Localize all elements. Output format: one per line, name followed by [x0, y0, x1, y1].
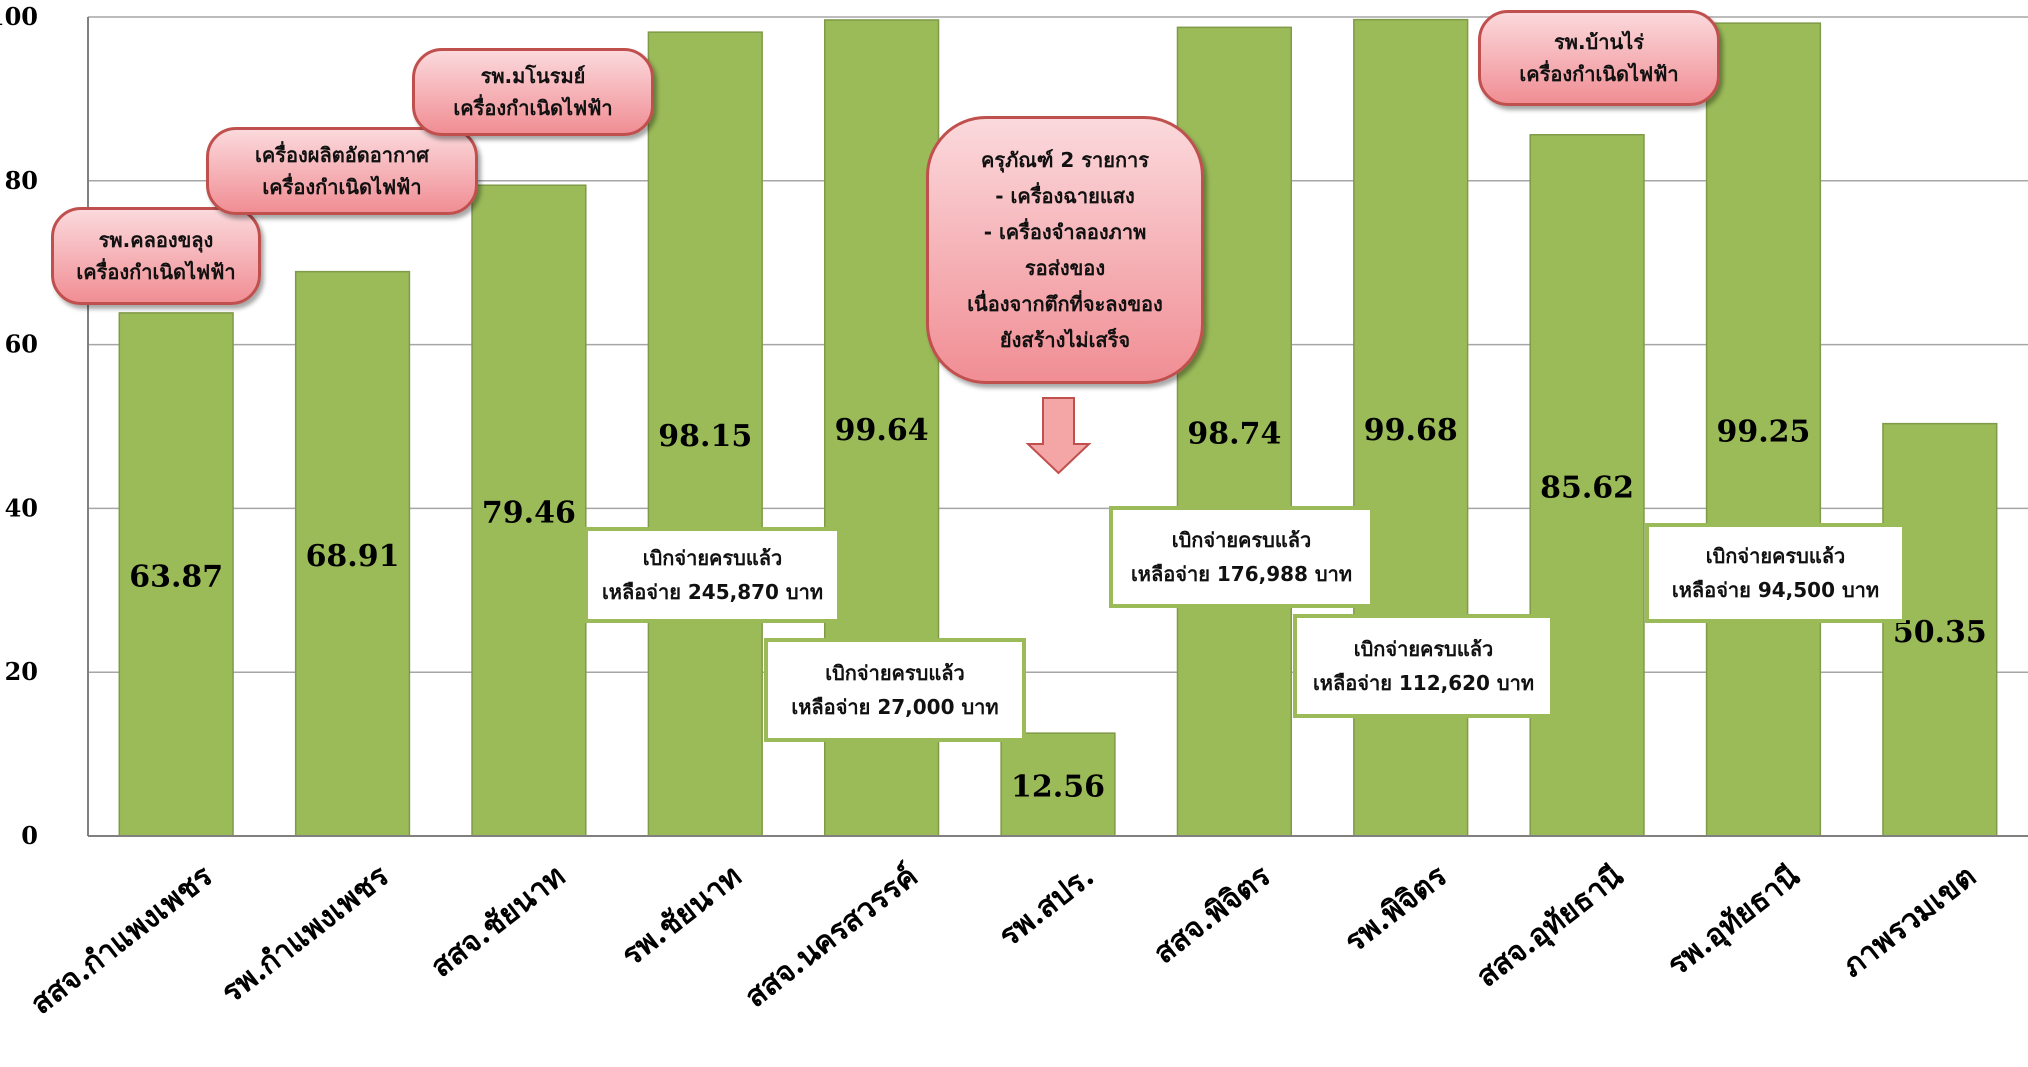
y-tick-label: 80: [5, 166, 38, 195]
y-axis-ticks: 0 20 40 60 80 100: [0, 2, 38, 850]
bar-value-label: 63.87: [129, 559, 223, 594]
bar-value-label: 99.68: [1364, 413, 1458, 448]
bar: [1000, 732, 1116, 837]
category-label: สสจ.นครสวรรค์: [738, 859, 924, 1015]
callout-kamphaeng-hospital: เครื่องผลิตอัดอากาศ เครื่องกำเนิดไฟฟ้า: [206, 127, 478, 215]
callout-manorom: รพ.มโนรมย์ เครื่องกำเนิดไฟฟ้า: [412, 48, 654, 136]
bar-value-label: 85.62: [1540, 470, 1634, 505]
y-tick-label: 20: [5, 657, 38, 686]
note-line1: เบิกจ่ายครบแล้ว: [825, 661, 965, 685]
bar: [118, 312, 234, 837]
bar-value-label: 50.35: [1893, 615, 1987, 650]
note-line1: เบิกจ่ายครบแล้ว: [1705, 544, 1846, 568]
note-line1: เบิกจ่ายครบแล้ว: [1171, 528, 1312, 552]
down-arrow: [1025, 397, 1092, 475]
category-label: รพ.ชัยนาท: [615, 859, 748, 974]
category-label: สสจ.กำแพงเพชร: [24, 859, 219, 1022]
category-label: รพ.พิจิตร: [1338, 859, 1454, 960]
bar: [471, 184, 587, 837]
callout-ban-rai: รพ.บ้านไร่ เครื่องกำเนิดไฟฟ้า: [1478, 10, 1720, 106]
note-phichit-ppho: เบิกจ่ายครบแล้ว เหลือจ่าย 176,988 บาท: [1109, 506, 1374, 608]
bar-value-label: 99.25: [1716, 415, 1810, 450]
bar-value-label: 98.74: [1187, 417, 1281, 452]
note-line2: เหลือจ่าย 245,870 บาท: [601, 580, 824, 604]
category-label: สสจ.อุทัยธานี: [1470, 858, 1631, 995]
note-line2: เหลือจ่าย 27,000 บาท: [791, 695, 999, 719]
bar-value-label: 79.46: [482, 496, 576, 531]
y-tick-label: 60: [5, 330, 38, 359]
y-tick-label: 0: [21, 821, 38, 850]
note-line2: เหลือจ่าย 112,620 บาท: [1312, 671, 1535, 695]
category-label: ภาพรวมเขต: [1836, 859, 1983, 985]
note-line2: เหลือจ่าย 94,500 บาท: [1671, 578, 1880, 602]
note-chainat-hospital: เบิกจ่ายครบแล้ว เหลือจ่าย 245,870 บาท: [584, 527, 841, 623]
bar-value-label: 12.56: [1011, 770, 1105, 805]
callout-sapr-equipment: ครุภัณฑ์ 2 รายการ - เครื่องฉายแสง - เครื…: [926, 116, 1204, 384]
bar-value-label: 68.91: [306, 539, 400, 574]
bar-value-label: 98.15: [658, 419, 752, 454]
note-nakhonsawan-ppho: เบิกจ่ายครบแล้ว เหลือจ่าย 27,000 บาท: [764, 638, 1026, 742]
bar: [1705, 22, 1822, 837]
callout-khlong-khlung: รพ.คลองขลุง เครื่องกำเนิดไฟฟ้า: [51, 207, 261, 305]
bar: [1882, 422, 1998, 837]
note-phichit-hospital: เบิกจ่ายครบแล้ว เหลือจ่าย 112,620 บาท: [1293, 614, 1554, 718]
value-labels: 63.87 68.91 79.46 98.15 99.64 12.56 98.74 99.68…: [129, 413, 1987, 805]
y-tick-label: 100: [0, 2, 38, 31]
category-label: รพ.อุทัยธานี: [1661, 858, 1808, 984]
category-label: รพ.กำแพงเพชร: [215, 859, 395, 1011]
note-line1: เบิกจ่ายครบแล้ว: [642, 546, 783, 570]
note-line1: เบิกจ่ายครบแล้ว: [1353, 637, 1494, 661]
bar: [1529, 134, 1645, 837]
category-label: รพ.สปร.: [992, 859, 1100, 954]
bar-value-label: 99.64: [835, 413, 929, 448]
category-label: สสจ.ชัยนาท: [424, 859, 571, 985]
y-tick-label: 40: [5, 493, 38, 522]
down-arrow-icon: [1025, 397, 1092, 475]
category-label: สสจ.พิจิตร: [1147, 859, 1277, 971]
note-line2: เหลือจ่าย 176,988 บาท: [1130, 562, 1353, 586]
note-uthaithani-hospital: เบิกจ่ายครบแล้ว เหลือจ่าย 94,500 บาท: [1645, 523, 1906, 623]
